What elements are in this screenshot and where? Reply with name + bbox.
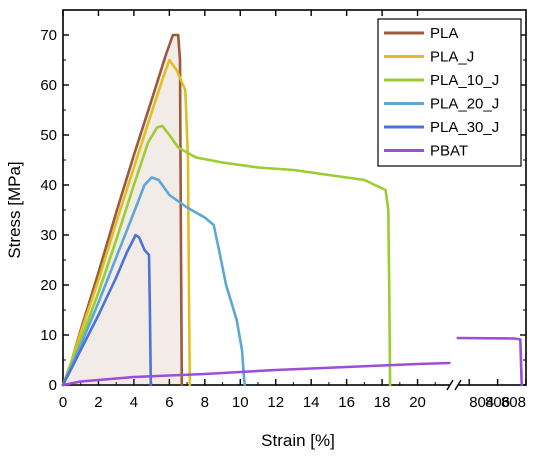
y-tick-label: 0 [49, 377, 57, 394]
x-tick-label: 14 [303, 394, 320, 411]
y-tick-label: 60 [40, 77, 57, 94]
series-line-pla-30-j [61, 233, 153, 387]
series-line-pbat-break [456, 336, 523, 387]
x-tick-label: 2 [94, 394, 102, 411]
x-tick-label: 12 [267, 394, 284, 411]
series-line-pla-20-j [61, 176, 246, 387]
series-line-pla-10-j [61, 124, 392, 387]
x-tick-label: 16 [338, 394, 355, 411]
y-tick-label: 20 [40, 277, 57, 294]
x-tick-label: 18 [374, 394, 391, 411]
y-axis-title: Stress [MPa] [5, 161, 24, 258]
legend-label-pla-j: PLA_J [430, 49, 474, 66]
axes-layer: 0 10 20 30 40 50 60 70 0 2 4 6 8 10 12 14 16 18 20 80480680… [40, 9, 527, 411]
x-axis-title: Strain [%] [261, 431, 335, 450]
legend: PLA PLA_J PLA_10_J PLA_20_J PLA_30_J PBAT [377, 18, 522, 167]
series-layer [61, 33, 523, 387]
y-tick-label: 70 [40, 27, 57, 44]
y-tick-label: 10 [40, 327, 57, 344]
legend-label-pla-20-j: PLA_20_J [430, 96, 499, 113]
x-tick-label: 4 [130, 394, 138, 411]
x-tick-label: 0 [59, 394, 67, 411]
series-line-pla-j [61, 58, 192, 387]
legend-label-pla: PLA [430, 25, 458, 42]
x-break-tick-label: 806 [485, 394, 510, 411]
legend-label-pla-30-j: PLA_30_J [430, 119, 499, 136]
y-tick-label: 50 [40, 127, 57, 144]
legend-box [377, 18, 522, 167]
legend-label-pla-10-j: PLA_10_J [430, 72, 499, 89]
y-tick-label: 40 [40, 177, 57, 194]
x-break-tick-label: 808 [501, 394, 526, 411]
series-line-pbat [61, 361, 451, 387]
axis-break-gap [450, 382, 458, 388]
x-tick-label: 6 [165, 394, 173, 411]
x-tick-label: 8 [201, 394, 209, 411]
x-break-tick-label: 804 [469, 394, 494, 411]
plot-frame [62, 9, 527, 386]
legend-label-pbat: PBAT [430, 143, 468, 160]
x-tick-label: 20 [409, 394, 426, 411]
x-tick-label: 10 [232, 394, 249, 411]
axis-break-mark [454, 379, 462, 391]
y-tick-label: 30 [40, 227, 57, 244]
axis-break-mark [446, 379, 454, 391]
